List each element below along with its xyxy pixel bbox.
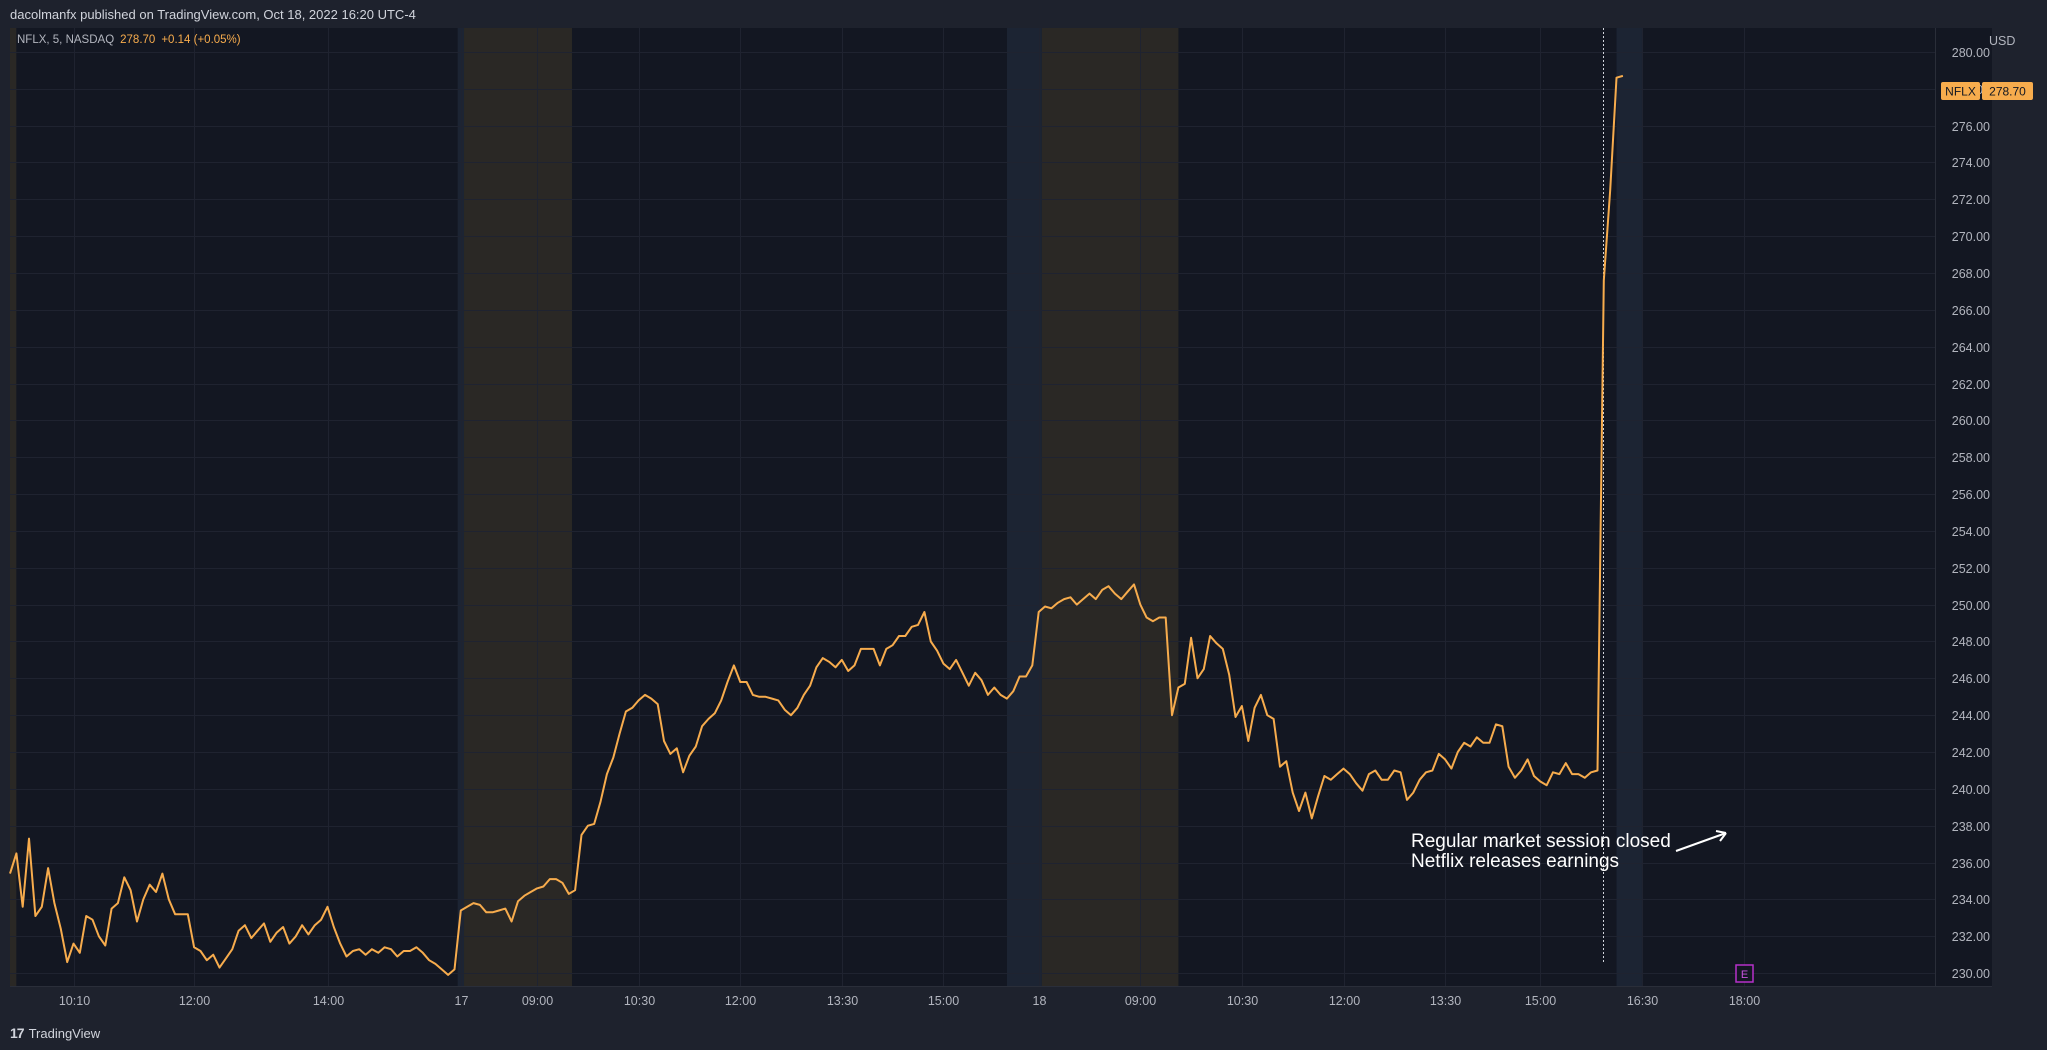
y-tick-label: 264.00 — [1952, 341, 1990, 355]
currency-label: USD — [1989, 34, 2015, 48]
y-tick-label: 256.00 — [1952, 488, 1990, 502]
y-tick-label: 254.00 — [1952, 525, 1990, 539]
y-tick-label: 272.00 — [1952, 193, 1990, 207]
y-tick-label: 236.00 — [1952, 857, 1990, 871]
y-tick-label: 252.00 — [1952, 562, 1990, 576]
x-tick-label: 09:00 — [522, 994, 553, 1008]
price-tag[interactable]: NFLX 278.70 — [1941, 82, 2033, 100]
y-tick-label: 260.00 — [1952, 414, 1990, 428]
annotation-text: Regular market session closed Netflix re… — [1411, 832, 1671, 872]
y-tick-label: 266.00 — [1952, 304, 1990, 318]
x-tick-label: 16:30 — [1627, 994, 1658, 1008]
x-tick-label: 17 — [455, 994, 469, 1008]
symbol-legend[interactable]: NFLX, 5, NASDAQ 278.70 +0.14 (+0.05%) — [17, 34, 241, 46]
x-tick-label: 10:30 — [624, 994, 655, 1008]
x-tick-label: 14:00 — [313, 994, 344, 1008]
y-tick-label: 232.00 — [1952, 930, 1990, 944]
session-band-premarket — [464, 28, 572, 986]
x-tick-label: 10:30 — [1227, 994, 1258, 1008]
grid-lines — [10, 28, 1935, 986]
y-tick-label: 270.00 — [1952, 230, 1990, 244]
publisher-info: dacolmanfx published on TradingView.com,… — [10, 7, 416, 22]
y-tick-label: 244.00 — [1952, 709, 1990, 723]
y-tick-label: 234.00 — [1952, 893, 1990, 907]
session-band-postmarket — [457, 28, 465, 986]
x-tick-label: 13:30 — [1430, 994, 1461, 1008]
y-tick-label: 262.00 — [1952, 378, 1990, 392]
price-tag-symbol: NFLX — [1945, 85, 1976, 99]
legend-change: +0.14 (+0.05%) — [161, 34, 241, 46]
x-tick-label: 18:00 — [1729, 994, 1760, 1008]
y-tick-label: 276.00 — [1952, 120, 1990, 134]
annotation-line-2: Netflix releases earnings — [1411, 851, 1620, 872]
earnings-marker[interactable]: E — [1735, 964, 1754, 983]
y-tick-label: 250.00 — [1952, 599, 1990, 613]
annotation-line-1: Regular market session closed — [1411, 831, 1671, 852]
y-tick-label: 240.00 — [1952, 783, 1990, 797]
tradingview-logo-icon: 17 — [10, 1025, 25, 1041]
y-tick-label: 246.00 — [1952, 672, 1990, 686]
y-axis: 230.00 232.00 234.00 236.00 238.00 240.00 242.… — [1952, 46, 1990, 981]
y-tick-label: 258.00 — [1952, 451, 1990, 465]
y-tick-label: 274.00 — [1952, 156, 1990, 170]
brand-label: TradingView — [28, 1025, 101, 1041]
session-band-postmarket — [1006, 28, 1042, 986]
y-tick-label: 268.00 — [1952, 267, 1990, 281]
x-tick-label: 12:00 — [179, 994, 210, 1008]
price-line — [9, 74, 1624, 976]
price-tag-value: 278.70 — [1989, 85, 2026, 99]
plot-background[interactable] — [10, 28, 1992, 986]
y-tick-label: 280.00 — [1952, 46, 1990, 60]
x-axis: 10:10 12:00 14:00 17 09:00 10:30 12:00 13:30 15:… — [59, 994, 1760, 1008]
session-band-premarket — [1041, 28, 1179, 986]
x-tick-label: 09:00 — [1125, 994, 1156, 1008]
top-bar: dacolmanfx published on TradingView.com,… — [0, 0, 2047, 28]
annotation-arrow — [1675, 830, 1727, 852]
x-tick-label: 12:00 — [1329, 994, 1360, 1008]
legend-symbol: NFLX, 5, NASDAQ — [17, 34, 115, 46]
y-tick-label: 238.00 — [1952, 820, 1990, 834]
x-tick-label: 13:30 — [827, 994, 858, 1008]
session-band-premarket — [10, 28, 17, 986]
x-tick-label: 15:00 — [928, 994, 959, 1008]
y-tick-label: 230.00 — [1952, 967, 1990, 981]
x-tick-label: 12:00 — [725, 994, 756, 1008]
earnings-marker-label: E — [1741, 969, 1748, 981]
tradingview-brand[interactable]: 17 TradingView — [10, 1025, 100, 1041]
y-tick-label: 248.00 — [1952, 635, 1990, 649]
bottom-bar — [0, 1020, 2047, 1050]
x-tick-label: 15:00 — [1525, 994, 1556, 1008]
legend-price: 278.70 — [120, 34, 156, 46]
x-tick-label: 10:10 — [59, 994, 90, 1008]
x-tick-label: 18 — [1033, 994, 1047, 1008]
y-tick-label: 242.00 — [1952, 746, 1990, 760]
